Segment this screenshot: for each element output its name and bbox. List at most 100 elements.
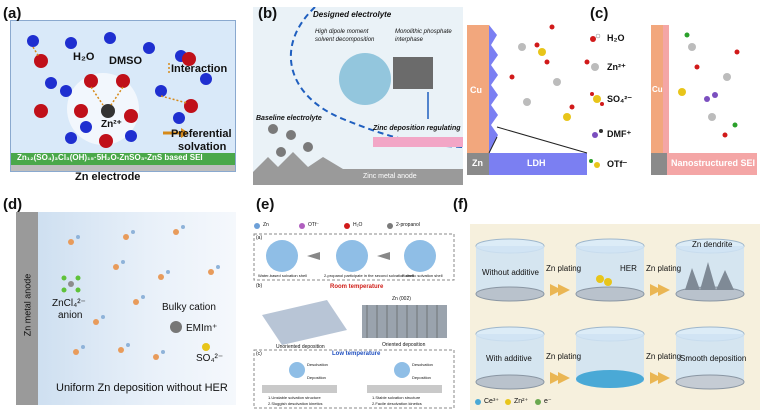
zn-ion <box>101 104 115 118</box>
zn-electrode <box>11 165 235 171</box>
cu-right-block <box>651 25 663 153</box>
plating-label-2: Zn plating <box>646 264 682 273</box>
legend-ce: Ce³⁺ <box>484 398 499 405</box>
dipole-line2: solvent decomposition <box>315 37 375 43</box>
zn-anode-block <box>16 212 38 405</box>
cu-left-label: Cu <box>470 85 482 95</box>
dendrite-shape <box>685 262 734 290</box>
legend-so4: SO₄²⁻ <box>607 94 633 104</box>
emim-cations <box>170 321 182 333</box>
electrode-label: Zn electrode <box>75 171 141 183</box>
legend-otf: OTf⁻ <box>308 222 319 228</box>
panel-a-tag: (a) <box>3 5 22 22</box>
anode-label: Zn metal anode <box>22 273 33 337</box>
mono-line1: Monolithic phosphate <box>395 29 452 35</box>
desolvation-left: Desolvation <box>307 362 328 367</box>
zncl4-anions <box>61 275 81 293</box>
legend-dmf: DMF⁺ <box>607 129 632 139</box>
dmso-label: DMSO <box>109 55 142 67</box>
room-temp-label: Room temperature <box>330 284 384 290</box>
panel-d-tag: (d) <box>3 196 23 213</box>
plating-label-4: Zn plating <box>646 352 682 361</box>
sei-coating <box>663 25 669 153</box>
zn-base-label: Zn <box>472 158 483 168</box>
legend-e: e⁻ <box>544 398 552 405</box>
sub-c-box <box>253 349 455 409</box>
oriented-label: Oriented deposition <box>382 342 426 348</box>
preferential-label: Preferential <box>171 128 232 140</box>
interphase-image <box>393 57 433 89</box>
panel-b-graphic <box>253 7 463 185</box>
sub-b-tag: (b) <box>256 283 263 289</box>
deposition-left: Deposition <box>307 375 326 380</box>
smooth-label: Smooth deposition <box>680 354 747 363</box>
panel-d-graphic <box>16 212 220 405</box>
shell2-label: 2-propanol participate in the second sol… <box>324 273 414 278</box>
shell-water <box>266 240 298 272</box>
panel-f-graphic <box>475 238 745 405</box>
sei-bar <box>667 153 757 175</box>
ldh-coating <box>489 25 498 153</box>
solvation-label: solvation <box>178 141 227 153</box>
without-label: Without additive <box>482 268 539 277</box>
water-molecules <box>34 52 198 148</box>
electrode-left <box>262 385 337 393</box>
panel-e: Zn OTf⁻ H₂O 2-propanol (a) Water-based s… <box>252 220 457 410</box>
panel-e-graphic <box>253 223 455 409</box>
panel-b: Designed electrolyte High dipole moment … <box>253 7 463 185</box>
deposition-right: Deposition <box>412 375 431 380</box>
sub-c-tag: (c) <box>256 351 262 357</box>
unstable-line2: 2.Sluggish desolvation kinetics <box>268 401 323 406</box>
her-label: HER <box>620 264 637 273</box>
zncl-label: ZnCl₄²⁻ <box>52 298 86 309</box>
unoriented-label: Unoriented deposition <box>276 344 325 350</box>
interaction-lines <box>32 46 188 106</box>
panel-c: Cu Cu H₂O Zn²⁺ SO₄²⁻ DMF⁺ OTf⁻ Zn LDH Na… <box>467 7 761 185</box>
panel-c-tag: (c) <box>590 5 609 22</box>
legend-h2o: H₂O <box>353 222 363 228</box>
h2o-label: H₂O <box>73 51 95 63</box>
anion-label: anion <box>58 310 83 321</box>
anode-label: Zinc metal anode <box>363 173 417 180</box>
panel-b-tag: (b) <box>258 5 278 22</box>
deposition-label: Zinc deposition regulating <box>373 125 461 132</box>
panel-a-graphic <box>27 32 212 148</box>
legend-propanol: 2-propanol <box>396 222 420 228</box>
cu-right-label: Cu <box>652 85 663 94</box>
dmso-molecules <box>27 32 212 144</box>
dipole-line1: High dipole moment <box>315 29 369 35</box>
unstable-line1: 1.Unstable solvation structure <box>268 395 321 400</box>
zn002-label: Zn (002) <box>392 296 411 302</box>
stable-line1: 1.Stable solvation structure <box>372 395 421 400</box>
shell-eutectic <box>404 240 436 272</box>
sub-a-box <box>253 233 455 281</box>
cell-row-top <box>475 238 745 302</box>
plating-label-3: Zn plating <box>546 352 582 361</box>
shell-propanol <box>336 240 368 272</box>
panel-e-tag: (e) <box>256 196 275 213</box>
bulky-label1: Bulky cation <box>162 302 216 313</box>
with-label: With additive <box>486 354 532 363</box>
panel-d: Zn metal anode ZnCl₄²⁻ anion Bulky catio… <box>16 212 236 405</box>
uniform-label: Uniform Zn deposition without HER <box>56 382 228 394</box>
legend-zn: Zn²⁺ <box>514 398 529 405</box>
ce-layer <box>576 370 644 388</box>
cell-row-bottom <box>475 326 745 390</box>
legend-zn: Zn²⁺ <box>607 62 626 72</box>
panel-f-tag: (f) <box>453 196 468 213</box>
phosphate-layer <box>373 137 463 147</box>
sei-layer: Zn₁₂(SO₄)₃Cl₃(OH)₁₅·5H₂O-ZnSO₃-ZnS based… <box>11 153 235 165</box>
mono-line2: interphase <box>395 37 424 43</box>
oriented-lines <box>366 305 438 338</box>
species-legend <box>589 33 604 168</box>
so4-ion <box>202 343 210 351</box>
low-temp-label: Low temperature <box>332 351 381 357</box>
electrolyte-species <box>509 24 740 138</box>
panel-f: Without additive With additive Zn platin… <box>470 224 760 410</box>
desolvation-right: Desolvation <box>412 362 433 367</box>
sei-label: Zn₁₂(SO₄)₃Cl₃(OH)₁₅·5H₂O-ZnSO₃-ZnS based… <box>17 153 203 162</box>
legend-markers <box>254 223 393 229</box>
bulky-label2: EMIm⁺ <box>186 323 218 334</box>
electrode-right <box>367 385 442 393</box>
so4-label: SO₄²⁻ <box>196 353 224 364</box>
